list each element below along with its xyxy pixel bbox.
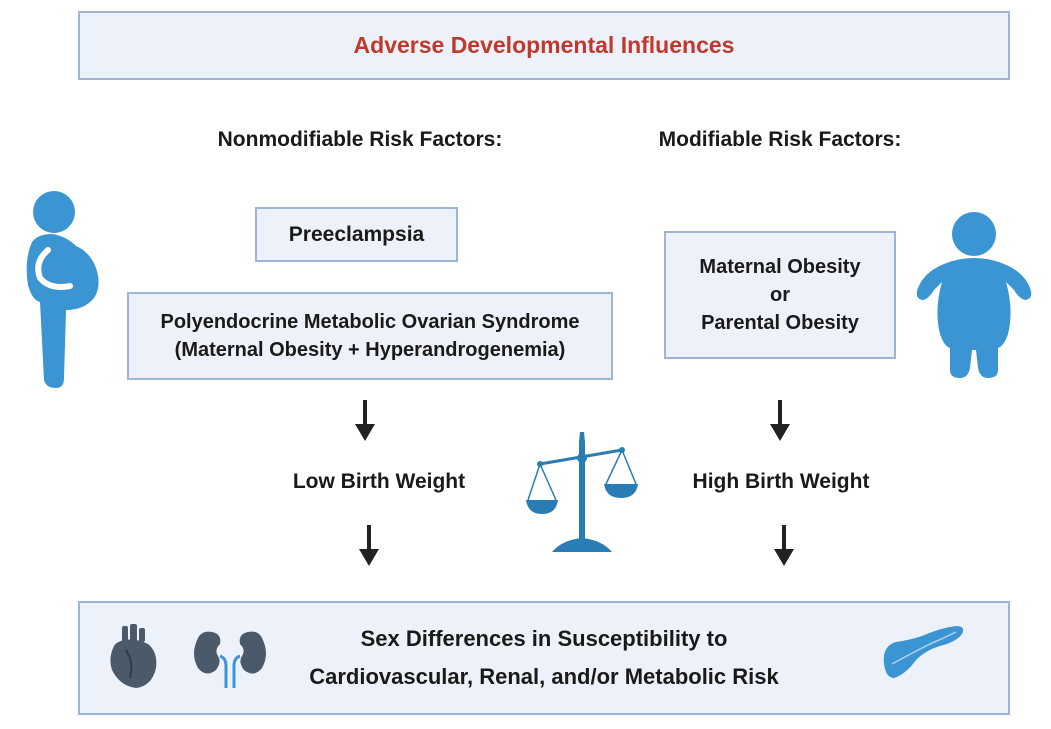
diagram-title: Adverse Developmental Influences bbox=[353, 32, 735, 58]
pmos-box: Polyendocrine Metabolic Ovarian Syndrome… bbox=[127, 292, 613, 380]
pmos-label-line2: (Maternal Obesity + Hyperandrogenemia) bbox=[174, 339, 566, 361]
down-arrow-left-2 bbox=[359, 525, 379, 566]
parental-obesity-box: Maternal Obesity or Parental Obesity bbox=[664, 231, 896, 359]
nonmodifiable-heading: Nonmodifiable Risk Factors: bbox=[217, 128, 503, 151]
balance-scale-icon bbox=[526, 432, 638, 552]
obesity-label-line3: Parental Obesity bbox=[701, 312, 859, 334]
obese-person-icon bbox=[916, 212, 1032, 378]
title-box: Adverse Developmental Influences bbox=[78, 11, 1010, 80]
pancreas-icon bbox=[883, 626, 964, 678]
obesity-label-line2: or bbox=[770, 284, 790, 306]
down-arrow-left-1 bbox=[355, 400, 375, 441]
heart-icon bbox=[110, 624, 157, 688]
down-arrow-right-2 bbox=[774, 525, 794, 566]
pmos-label-line1: Polyendocrine Metabolic Ovarian Syndrome bbox=[160, 311, 580, 333]
high-birth-weight-label: High Birth Weight bbox=[692, 470, 870, 493]
pregnant-woman-icon bbox=[26, 191, 99, 388]
outcome-line1: Sex Differences in Susceptibility to bbox=[360, 626, 728, 651]
kidneys-icon bbox=[194, 631, 266, 688]
down-arrow-right-1 bbox=[770, 400, 790, 441]
outcome-box: Sex Differences in Susceptibility to Car… bbox=[78, 601, 1010, 715]
preeclampsia-box: Preeclampsia bbox=[255, 207, 458, 262]
outcome-line2: Cardiovascular, Renal, and/or Metabolic … bbox=[309, 664, 779, 689]
obesity-label-line1: Maternal Obesity bbox=[699, 256, 861, 278]
modifiable-heading: Modifiable Risk Factors: bbox=[658, 128, 902, 151]
preeclampsia-label: Preeclampsia bbox=[288, 222, 425, 246]
low-birth-weight-label: Low Birth Weight bbox=[292, 470, 466, 493]
